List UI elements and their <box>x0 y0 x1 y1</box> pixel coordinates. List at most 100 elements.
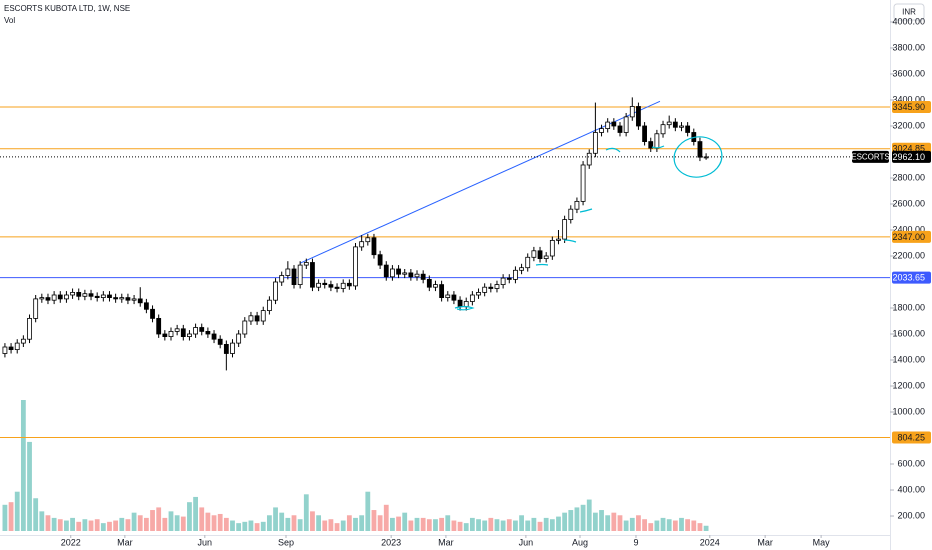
volume-bar <box>340 520 346 531</box>
candle-body <box>64 294 69 300</box>
volume-bar <box>57 519 63 531</box>
volume-bar <box>285 517 291 531</box>
candle-body <box>445 294 451 298</box>
candle-body <box>580 164 586 202</box>
candle-body <box>574 200 580 210</box>
candle-body <box>33 298 39 319</box>
last-price-label: 2962.10 <box>892 152 925 162</box>
volume-bar <box>654 520 660 531</box>
y-tick-label: 2200.00 <box>892 250 925 260</box>
candle-body <box>549 239 555 257</box>
currency-button[interactable] <box>893 3 925 21</box>
volume-bar <box>20 400 26 531</box>
volume-bar <box>642 519 647 531</box>
candle-body <box>223 344 229 354</box>
candle-body <box>14 342 20 351</box>
candle-body <box>525 256 531 269</box>
volume-bar <box>629 517 635 531</box>
candle-body <box>51 294 57 301</box>
volume-bar <box>365 491 371 531</box>
y-tick-label: 2400.00 <box>892 224 925 234</box>
volume-bar <box>420 517 426 531</box>
candle-body <box>211 333 217 340</box>
candle-body <box>236 333 242 344</box>
volume-bar <box>685 519 691 531</box>
volume-bar <box>27 441 32 531</box>
candle-body <box>297 264 303 285</box>
x-tick-label: Mar <box>438 537 454 547</box>
candle-body <box>242 320 248 335</box>
annotation-scribble <box>535 263 549 266</box>
x-tick-label: 2024 <box>700 537 720 547</box>
volume-bar <box>549 519 555 531</box>
candle-body <box>592 132 598 154</box>
candle-body <box>562 219 568 240</box>
candle-body <box>617 125 623 133</box>
volume-bar <box>254 523 260 531</box>
volume-label: Vol <box>4 16 15 25</box>
volume-bar <box>396 516 401 531</box>
volume-bar <box>88 520 94 531</box>
x-tick-label: Jun <box>198 537 213 547</box>
volume-bar <box>697 523 703 531</box>
candle-body <box>39 297 45 300</box>
volume-bar <box>371 510 377 531</box>
volume-bar <box>660 517 666 531</box>
candle-body <box>260 310 266 322</box>
y-tick-label: 3800.00 <box>892 42 925 52</box>
level-label: 804.25 <box>897 432 925 442</box>
volume-bar <box>390 517 395 531</box>
candle-body <box>660 124 666 135</box>
volume-bar <box>433 519 438 531</box>
y-tick-label: 400.00 <box>897 484 925 494</box>
candle-body <box>433 284 438 288</box>
candle-body <box>285 268 291 276</box>
level-tag <box>892 431 931 444</box>
volume-bar <box>236 523 242 531</box>
currency-label[interactable]: INR <box>902 8 916 17</box>
volume-bar <box>316 515 322 531</box>
candle-body <box>162 333 168 338</box>
volume-bar <box>672 520 678 531</box>
volume-bar <box>426 519 432 531</box>
volume-bar <box>168 511 174 531</box>
x-tick-label: 9 <box>633 537 638 547</box>
candle-body <box>180 328 186 338</box>
candle-body <box>666 121 672 126</box>
volume-bar <box>107 521 112 531</box>
volume-bar <box>599 510 604 531</box>
candle-body <box>45 297 51 301</box>
candle-body <box>125 297 131 301</box>
candle-body <box>27 317 32 340</box>
y-tick-label: 1600.00 <box>892 328 925 338</box>
chart-title: ESCORTS KUBOTA LTD, 1W, NSE <box>4 4 130 13</box>
y-tick-label: 1400.00 <box>892 354 925 364</box>
annotation-scribble <box>651 145 665 149</box>
candle-body <box>174 328 180 332</box>
volume-bar <box>500 520 506 531</box>
volume-bar <box>703 525 709 531</box>
candle-body <box>623 116 629 133</box>
volume-bar <box>617 515 623 531</box>
volume-bar <box>322 520 328 531</box>
volume-bar <box>273 507 278 531</box>
candle-body <box>426 278 432 288</box>
volume-bar <box>119 517 125 531</box>
candle-body <box>346 282 352 287</box>
candle-body <box>254 315 260 322</box>
volume-bar <box>611 512 617 531</box>
volume-bar <box>359 515 365 531</box>
volume-bar <box>260 521 266 531</box>
x-tick-label: Aug <box>572 537 588 547</box>
candle-body <box>143 302 149 310</box>
annotation-scribble <box>605 147 621 153</box>
candle-body <box>543 255 549 259</box>
volume-bar <box>180 516 186 531</box>
candle-body <box>519 267 524 271</box>
volume-bar <box>439 517 445 531</box>
y-tick-label: 1000.00 <box>892 406 925 416</box>
level-label: 2033.65 <box>892 272 925 282</box>
volume-bar <box>328 519 334 531</box>
volume-bar <box>383 504 389 531</box>
